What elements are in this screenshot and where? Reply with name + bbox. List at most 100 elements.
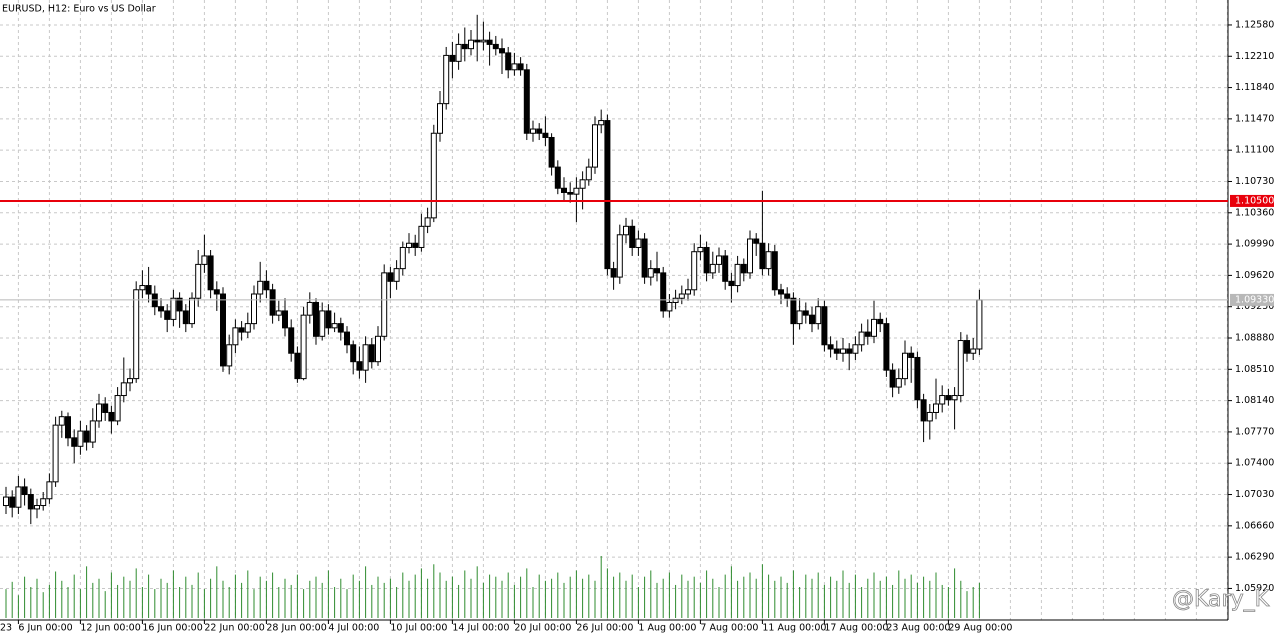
candle-body <box>412 242 419 248</box>
candle-body <box>604 120 611 270</box>
candle-body <box>21 486 28 496</box>
candle-body <box>158 306 164 312</box>
candle-body <box>40 498 47 507</box>
candle-body <box>784 293 791 299</box>
candle-body <box>778 289 784 295</box>
candle-body <box>747 238 753 274</box>
candle-body <box>120 382 127 397</box>
candle-body <box>480 39 487 43</box>
candle-body <box>567 191 574 195</box>
x-tick-label: 23 <box>0 623 12 634</box>
x-tick-label: 4 Jul 00:00 <box>328 623 379 634</box>
candle-body <box>213 289 220 295</box>
candle-body <box>424 217 431 227</box>
candle-body <box>461 43 468 50</box>
candle-body <box>288 327 295 354</box>
candle-body <box>275 310 282 316</box>
candle-body <box>77 430 84 447</box>
candle-body <box>133 289 140 380</box>
candle-body <box>895 378 902 388</box>
axis-layer: 1.12580 1.12210 1.11840 1.11470 1.11100 1.107… <box>0 19 1274 634</box>
candle-body <box>443 54 450 105</box>
candle-body <box>790 297 797 325</box>
candle-body <box>474 39 481 43</box>
candle-body <box>691 251 698 291</box>
candle-body <box>499 48 505 54</box>
candle-body <box>337 323 344 333</box>
candle-body <box>951 395 958 401</box>
y-tick-label: 1.08140 <box>1235 395 1274 406</box>
candle-body <box>523 69 530 134</box>
candle-body <box>195 263 202 299</box>
candle-body <box>536 128 543 134</box>
x-tick-label: 16 Jun 00:00 <box>142 623 202 634</box>
chart-title: EURUSD, H12: Euro vs US Dollar <box>2 4 156 15</box>
candle-body <box>486 39 493 45</box>
candle-body <box>877 318 884 325</box>
candle-body <box>362 344 369 371</box>
candle-body <box>27 494 34 510</box>
candle-body <box>579 179 586 189</box>
candle-body <box>889 369 896 388</box>
candle-body <box>368 344 375 363</box>
candle-body <box>678 293 685 299</box>
candle-body <box>34 505 40 510</box>
candle-body <box>58 416 65 426</box>
candle-body <box>282 310 288 329</box>
candle-body <box>728 280 735 287</box>
candle-body <box>15 486 22 508</box>
candle-body <box>102 403 109 413</box>
x-tick-label: 23 Aug 00:00 <box>886 623 950 634</box>
candle-body <box>902 352 908 380</box>
price-line-box <box>1230 293 1274 306</box>
candle-body <box>939 395 946 405</box>
y-tick-label: 1.11840 <box>1235 82 1274 93</box>
candle-body <box>771 251 778 291</box>
x-tick-label: 20 Jul 00:00 <box>514 623 571 634</box>
candle-body <box>406 242 412 248</box>
candle-body <box>238 327 245 333</box>
candle-body <box>833 348 840 354</box>
y-tick-label: 1.12210 <box>1235 51 1274 62</box>
candle-body <box>573 187 580 195</box>
candle-body <box>883 323 890 371</box>
candle-body <box>759 242 766 270</box>
candle-body <box>765 251 772 270</box>
y-tick-label: 1.09250 <box>1235 301 1274 312</box>
candle-body <box>263 280 270 291</box>
candle-body <box>616 234 623 278</box>
candle-body <box>970 348 977 354</box>
candle-body <box>127 378 133 384</box>
candle-body <box>871 318 877 337</box>
y-tick-label: 1.12580 <box>1235 19 1274 30</box>
candle-body <box>858 331 865 346</box>
x-tick-label: 7 Aug 00:00 <box>700 623 758 634</box>
candle-body <box>437 103 443 134</box>
candle-body <box>492 43 499 50</box>
y-tick-label: 1.07770 <box>1235 426 1274 437</box>
candle-body <box>114 395 121 422</box>
candle-body <box>554 166 561 189</box>
candle-body <box>108 411 115 422</box>
candle-body <box>914 356 921 401</box>
candle-body <box>623 225 629 236</box>
candle-body <box>387 272 394 282</box>
candle-body <box>313 301 319 337</box>
candle-body <box>220 293 226 367</box>
candle-body <box>176 297 183 312</box>
candle-body <box>52 424 59 483</box>
candle-body <box>585 166 592 181</box>
level-line-label: 1.10500 <box>1235 195 1274 206</box>
candle-body <box>164 310 171 320</box>
price-line-label: 1.09330 <box>1235 294 1274 305</box>
x-tick-label: 10 Jul 00:00 <box>390 623 447 634</box>
candle-body <box>294 352 301 380</box>
level-line-box <box>1230 194 1274 207</box>
candle-body <box>251 293 257 325</box>
candle-body <box>654 268 660 274</box>
y-tick-label: 1.09620 <box>1235 270 1274 281</box>
x-tick-label: 11 Aug 00:00 <box>762 623 826 634</box>
candle-body <box>716 255 722 265</box>
x-tick-label: 6 Jun 00:00 <box>18 623 72 634</box>
